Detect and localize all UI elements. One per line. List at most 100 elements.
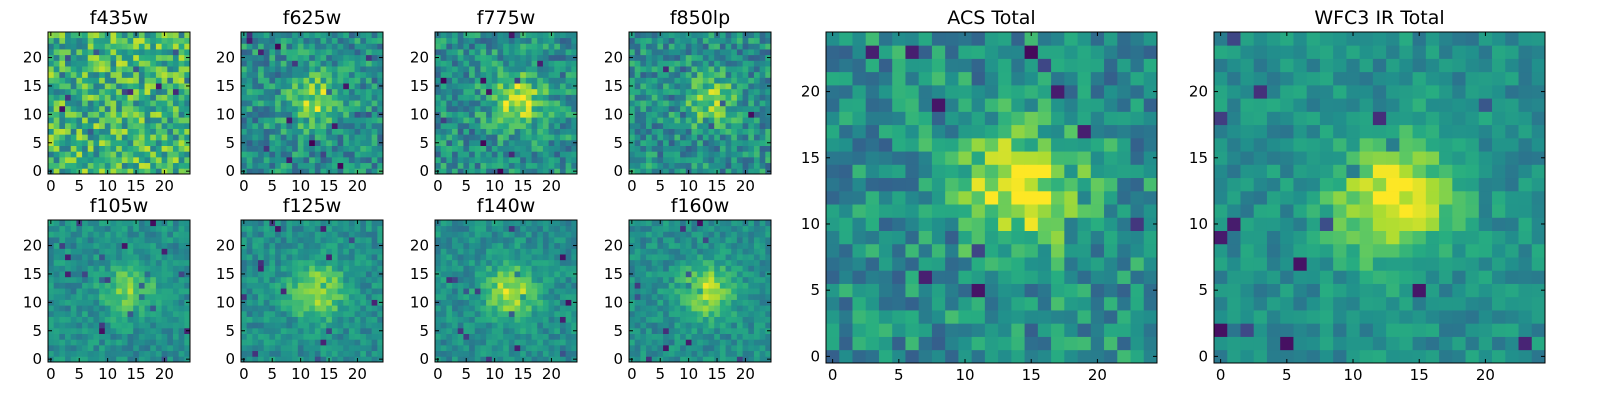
heatmap-cell (491, 242, 498, 249)
heatmap-cell (127, 60, 134, 67)
heatmap-cell (360, 134, 367, 141)
heatmap-cell (59, 54, 66, 61)
heatmap-cell (548, 293, 555, 300)
heatmap-cell (537, 151, 544, 158)
heatmap-cell (663, 344, 670, 352)
heatmap-cell (531, 128, 538, 135)
heatmap-cell (571, 151, 578, 158)
heatmap-cell (110, 265, 117, 272)
heatmap-cell (457, 242, 464, 249)
heatmap-cell (474, 350, 481, 357)
heatmap-cell (53, 71, 60, 78)
heatmap-cell (252, 94, 259, 101)
heatmap-cell (446, 293, 453, 300)
heatmap-cell (702, 43, 709, 50)
heatmap-cell (280, 94, 287, 101)
heatmap-cell (65, 242, 72, 249)
heatmap-cell (674, 316, 681, 323)
heatmap-cell (680, 54, 687, 61)
heatmap-cell (457, 43, 464, 50)
heatmap-cell (263, 259, 270, 266)
heatmap-cell (110, 168, 117, 175)
heatmap-cell (474, 105, 481, 112)
heatmap-cell (252, 356, 259, 363)
heatmap-cell (360, 282, 367, 289)
heatmap-cell (725, 100, 732, 107)
heatmap-cell (99, 37, 106, 44)
heatmap-cell (127, 276, 134, 283)
heatmap-cell (127, 168, 134, 175)
heatmap-cell (343, 288, 350, 295)
heatmap-cell (110, 344, 117, 352)
heatmap-cell (138, 248, 145, 255)
heatmap-cell (651, 350, 658, 357)
heatmap-cell (82, 316, 89, 323)
heatmap-cell (531, 49, 538, 56)
heatmap-cell (657, 117, 664, 124)
heatmap-cell (731, 344, 738, 352)
heatmap-cell (508, 111, 515, 118)
heatmap-cell (629, 77, 636, 84)
heatmap-cell (748, 128, 755, 135)
heatmap-cell (263, 66, 270, 73)
heatmap-cell (76, 316, 83, 323)
heatmap-cell (640, 111, 647, 118)
heatmap-cell (719, 32, 726, 39)
heatmap-cell (565, 83, 572, 90)
heatmap-cell (537, 248, 544, 255)
heatmap-cell (714, 339, 721, 346)
heatmap-cell (446, 237, 453, 244)
heatmap-cell (377, 43, 384, 50)
heatmap-cell (559, 231, 567, 238)
heatmap-cell (725, 111, 732, 118)
heatmap-cell (742, 333, 749, 340)
heatmap-cell (469, 117, 476, 124)
heatmap-cell (474, 356, 481, 363)
heatmap-cell (104, 54, 111, 61)
heatmap-cell (646, 32, 653, 39)
heatmap-cell (554, 242, 561, 249)
heatmap-cell (116, 122, 123, 129)
heatmap-cell (646, 282, 653, 289)
heatmap-cell (440, 288, 447, 295)
heatmap-cell (167, 71, 174, 78)
heatmap-cell (714, 316, 721, 323)
heatmap-cell (736, 88, 743, 95)
heatmap-cell (571, 322, 578, 329)
heatmap-cell (127, 83, 134, 90)
heatmap-cell (320, 66, 327, 73)
heatmap-cell (514, 242, 521, 249)
heatmap-cell (365, 225, 373, 232)
heatmap-cell (629, 282, 636, 289)
heatmap-cell (697, 316, 704, 323)
heatmap-cell (138, 139, 145, 146)
heatmap-cell (53, 156, 60, 164)
heatmap-cell (668, 168, 675, 175)
heatmap-cell (116, 94, 123, 101)
heatmap-cell (469, 111, 476, 118)
heatmap-cell (99, 271, 106, 278)
heatmap-cell (736, 282, 743, 289)
heatmap-cell (463, 128, 470, 135)
heatmap-cell (241, 128, 248, 135)
heatmap-cell (725, 316, 732, 323)
heatmap-cell (292, 220, 299, 227)
heatmap-cell (286, 242, 293, 249)
heatmap-cell (657, 54, 664, 61)
heatmap-cell (542, 310, 549, 317)
heatmap-cell (497, 356, 504, 363)
heatmap-cell (53, 276, 60, 283)
heatmap-cell (99, 71, 106, 78)
heatmap-cell (110, 271, 117, 278)
heatmap-cell (70, 94, 77, 101)
heatmap-cell (326, 299, 333, 306)
heatmap-cell (360, 100, 367, 107)
heatmap-cell (520, 248, 527, 255)
heatmap-cell (161, 310, 168, 317)
heatmap-cell (640, 344, 647, 352)
heatmap-cell (736, 60, 743, 67)
heatmap-cell (59, 117, 66, 124)
heatmap-cell (241, 322, 248, 329)
heatmap-cell (48, 254, 55, 261)
heatmap-cell (486, 293, 493, 300)
